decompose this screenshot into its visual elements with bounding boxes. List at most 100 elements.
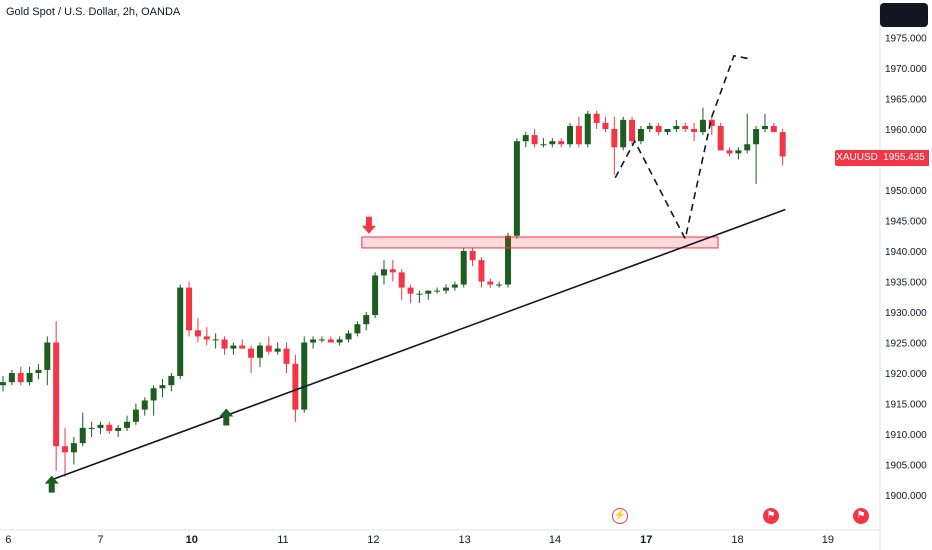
candle-body: [505, 235, 512, 285]
supply-zone: [361, 236, 719, 249]
candle-body: [637, 129, 644, 142]
candle-body: [699, 119, 706, 133]
y-tick-label: 1975.000: [885, 34, 927, 45]
x-tick-label: 6: [5, 534, 11, 546]
candle-body: [460, 251, 467, 285]
candle-body: [62, 446, 69, 453]
candle-body: [17, 373, 24, 383]
candle-body: [239, 345, 246, 349]
y-tick-label: 1970.000: [885, 64, 927, 75]
candle-body: [177, 287, 184, 377]
candle-body: [611, 129, 618, 148]
x-tick-label: 17: [640, 534, 652, 546]
x-tick-label: 7: [97, 534, 103, 546]
candle-body: [522, 135, 529, 142]
up-arrow: [219, 408, 234, 426]
candle-body: [8, 373, 15, 383]
lightning-icon[interactable]: ⚡: [612, 508, 628, 524]
candle-body: [531, 135, 538, 145]
candle-body: [620, 119, 627, 148]
candle-body: [203, 336, 210, 340]
candle-body: [478, 260, 485, 282]
y-tick-label: 1930.000: [885, 308, 927, 319]
time-axis[interactable]: 6 7 10 11 12 13 14 17 18 19: [0, 529, 880, 546]
candle-body: [212, 339, 219, 341]
us-flag-icon[interactable]: ⚑: [853, 508, 869, 524]
candle-body: [230, 345, 237, 349]
candle-body: [779, 132, 786, 157]
x-tick-label: 19: [822, 534, 834, 546]
candle-body: [310, 339, 317, 343]
annotations-layer: [44, 54, 786, 493]
candle-body: [540, 144, 547, 146]
candle-body: [26, 373, 33, 383]
candle-body: [496, 284, 503, 286]
x-tick-label: 10: [186, 534, 198, 546]
candle-body: [682, 125, 689, 129]
candle-body: [248, 348, 255, 358]
candle-body: [372, 275, 379, 316]
candle-body: [575, 125, 582, 145]
candle-body: [487, 281, 494, 285]
candle-body: [664, 129, 671, 133]
candle-body: [398, 272, 405, 288]
candle-body: [88, 427, 95, 429]
candle-body: [407, 287, 414, 294]
candle-body: [345, 333, 352, 340]
candle-body: [629, 119, 636, 142]
y-tick-label: 1965.000: [885, 95, 927, 106]
up-arrow: [44, 475, 59, 493]
candle-body: [761, 125, 768, 129]
candle-body: [469, 251, 476, 261]
candle-body: [744, 144, 751, 151]
candle-body: [256, 345, 263, 358]
candle-body: [0, 382, 6, 386]
candle-body: [655, 125, 662, 133]
x-tick-label: 18: [731, 534, 743, 546]
candle-body: [354, 324, 361, 334]
candle-body: [673, 125, 680, 129]
y-tick-label: 1905.000: [885, 461, 927, 472]
x-tick-label: 13: [458, 534, 470, 546]
candle-body: [283, 348, 290, 364]
candle-body: [513, 141, 520, 236]
candle-body: [132, 409, 139, 422]
candle-body: [735, 150, 742, 154]
candle-body: [558, 141, 565, 145]
candle-body: [363, 315, 370, 325]
y-tick-label: 1915.000: [885, 400, 927, 411]
y-tick-label: 1925.000: [885, 339, 927, 350]
y-tick-label: 1940.000: [885, 247, 927, 258]
y-tick-label: 1920.000: [885, 369, 927, 380]
candle-body: [646, 125, 653, 129]
toolbar-button[interactable]: [880, 3, 928, 27]
candle-body: [416, 293, 423, 295]
candles-layer: [0, 107, 786, 477]
candle-body: [425, 290, 432, 294]
y-tick-label: 1900.000: [885, 491, 927, 502]
trendline: [51, 208, 786, 481]
candle-body: [451, 284, 458, 288]
candle-body: [336, 339, 343, 343]
candle-body: [97, 424, 104, 428]
candle-body: [265, 345, 272, 352]
candle-body: [292, 363, 299, 410]
candle-body: [150, 388, 157, 401]
candle-body: [106, 424, 113, 431]
candle-body: [389, 269, 396, 273]
candle-body: [301, 342, 308, 410]
price-axis[interactable]: 1900.000 1905.000 1910.000 1915.000 1920.000…: [879, 0, 927, 550]
x-tick-label: 11: [277, 534, 288, 546]
symbol-badge: XAUUSD: [835, 150, 879, 166]
x-tick-label: 14: [549, 534, 561, 546]
candle-body: [274, 348, 281, 352]
us-flag-icon[interactable]: ⚑: [763, 508, 779, 524]
candle-body: [141, 400, 148, 410]
candle-body: [753, 129, 760, 145]
candle-body: [168, 376, 175, 386]
candle-body: [717, 125, 724, 151]
candle-body: [443, 287, 449, 291]
candle-body: [115, 427, 122, 431]
candle-body: [44, 342, 51, 370]
